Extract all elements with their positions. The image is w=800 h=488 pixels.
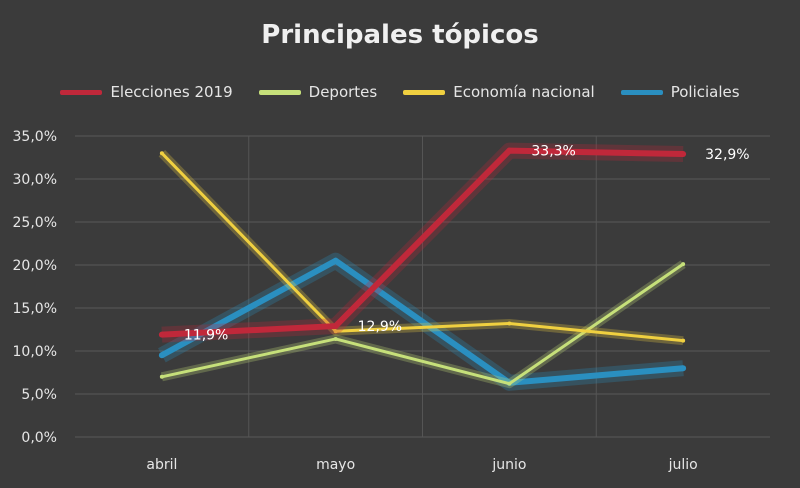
- legend-item-economia-nacional: Economía nacional: [403, 80, 595, 104]
- grid-layer: [75, 135, 770, 438]
- data-point-elecciones-2019: [332, 323, 339, 330]
- y-tick-label: 0,0%: [21, 430, 57, 446]
- x-tick-label: mayo: [316, 457, 355, 473]
- data-point-economia-nacional: [333, 329, 338, 334]
- x-tick-label: abril: [146, 457, 177, 473]
- data-point-economia-nacional: [159, 151, 164, 156]
- y-tick-label: 15,0%: [13, 301, 57, 317]
- data-point-deportes: [333, 336, 338, 341]
- data-label-elecciones-2019: 11,9%: [184, 328, 228, 344]
- data-point-deportes: [159, 374, 164, 379]
- data-point-economia-nacional: [681, 338, 686, 343]
- chart-title: Principales tópicos: [261, 20, 539, 50]
- data-point-economia-nacional: [507, 321, 512, 326]
- legend-label: Policiales: [670, 83, 740, 101]
- data-label-elecciones-2019: 12,9%: [358, 319, 402, 335]
- chart-legend: Elecciones 2019 Deportes Economía nacional…: [0, 80, 800, 104]
- axis-layer: 0,0% 5,0% 10,0% 15,0% 20,0% 25,0% 30,0% 35,0% ab…: [13, 129, 698, 473]
- data-point-elecciones-2019: [158, 331, 165, 338]
- series-line-economia-nacional: [160, 152, 684, 343]
- label-layer: 11,9% 12,9% 33,3% 32,9%: [184, 144, 750, 344]
- legend-item-elecciones-2019: Elecciones 2019: [60, 80, 233, 104]
- data-point-elecciones-2019: [506, 147, 513, 154]
- series-line-deportes: [161, 262, 684, 386]
- legend-label: Economía nacional: [453, 83, 595, 101]
- y-tick-label: 30,0%: [13, 172, 57, 188]
- data-point-policiales: [332, 257, 339, 264]
- legend-label: Elecciones 2019: [110, 83, 233, 101]
- y-tick-label: 20,0%: [13, 258, 57, 274]
- legend-swatch: [403, 89, 446, 95]
- x-tick-label: julio: [668, 457, 698, 473]
- x-tick-label: junio: [491, 457, 526, 473]
- data-point-deportes: [507, 381, 512, 386]
- data-point-policiales: [680, 365, 687, 372]
- data-label-elecciones-2019: 33,3%: [531, 144, 575, 160]
- data-label-elecciones-2019: 32,9%: [705, 147, 749, 163]
- series-layer: [158, 142, 687, 391]
- data-point-policiales: [158, 352, 165, 359]
- y-tick-label: 10,0%: [13, 344, 57, 360]
- series-line-policiales: [160, 257, 684, 386]
- legend-swatch: [258, 89, 301, 95]
- data-point-elecciones-2019: [680, 151, 687, 158]
- series-line-elecciones-2019: [161, 147, 684, 338]
- y-tick-label: 25,0%: [13, 215, 57, 231]
- data-point-deportes: [681, 262, 686, 267]
- legend-swatch: [60, 89, 103, 95]
- legend-swatch: [620, 89, 663, 95]
- y-tick-label: 5,0%: [21, 387, 57, 403]
- legend-item-deportes: Deportes: [258, 80, 378, 104]
- legend-item-policiales: Policiales: [620, 80, 740, 104]
- y-tick-label: 35,0%: [13, 129, 57, 145]
- legend-label: Deportes: [308, 83, 378, 101]
